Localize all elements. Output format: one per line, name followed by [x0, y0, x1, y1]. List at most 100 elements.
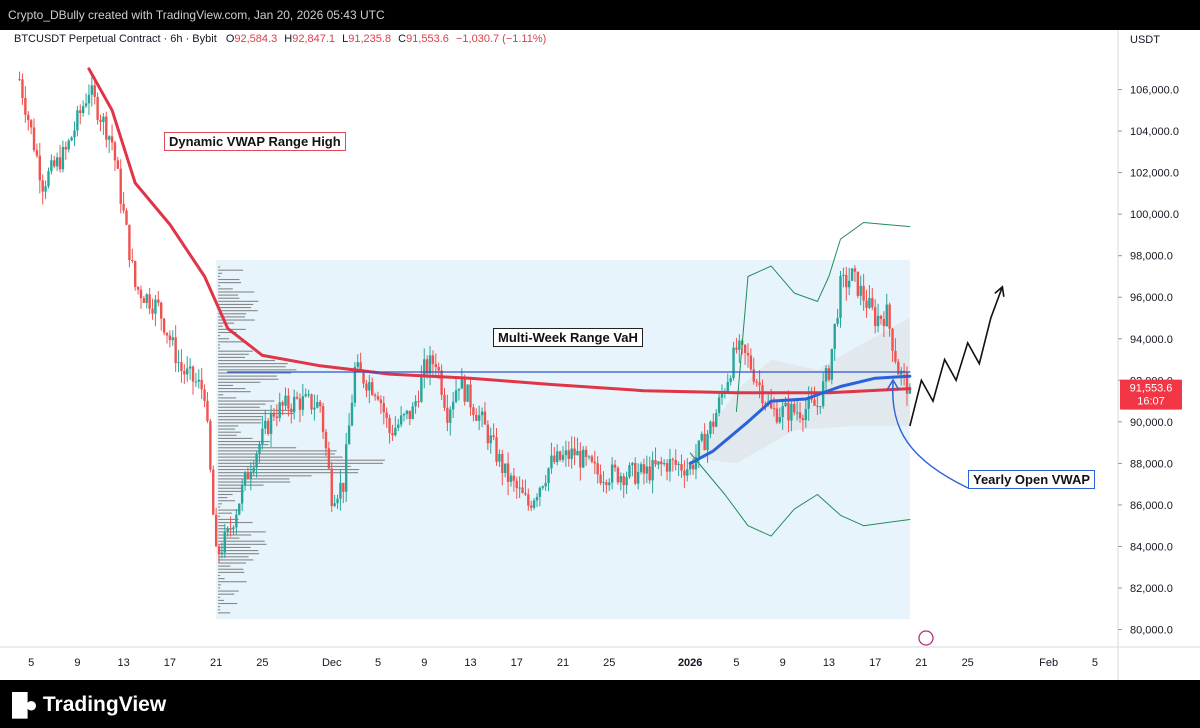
candle-body [223, 531, 226, 553]
candle [35, 143, 39, 159]
volume-profile-bar [218, 537, 240, 539]
candle [804, 397, 808, 428]
candle [160, 301, 163, 331]
candle [472, 403, 475, 422]
candle-body [76, 110, 79, 131]
candle [194, 372, 198, 387]
candle [55, 152, 59, 172]
candle [183, 364, 186, 384]
candle [356, 354, 359, 369]
candle [310, 393, 313, 415]
volume-profile-bar [218, 384, 234, 386]
volume-profile-bar [218, 316, 246, 318]
candle-body [824, 368, 828, 382]
candle [475, 408, 478, 422]
candle-body [720, 393, 724, 398]
volume-profile-bar [218, 366, 286, 368]
candle-body [605, 482, 608, 486]
candle [405, 409, 409, 420]
volume-profile-bar [218, 450, 337, 452]
candle [168, 330, 172, 348]
volume-profile-bar [218, 447, 297, 449]
candle-body [148, 294, 151, 309]
candle-body [717, 397, 721, 414]
candle-body [275, 416, 279, 418]
candle-body [284, 395, 287, 406]
candle [483, 402, 487, 425]
candle-body [480, 411, 484, 416]
candle-body [865, 300, 868, 308]
candle [717, 390, 721, 417]
legend-high-label: H [284, 33, 293, 45]
legend-open: 92,584.3 [234, 33, 278, 45]
candle [139, 285, 143, 309]
annotation-dynamic-vwap: Dynamic VWAP Range High [164, 132, 346, 151]
chart-caption: Crypto_DBully created with TradingView.c… [8, 8, 385, 22]
candle [561, 446, 565, 463]
candle-body [599, 474, 602, 484]
volume-profile-bar [218, 303, 254, 305]
candle [131, 248, 134, 264]
candle-body [472, 407, 475, 415]
candle-body [217, 546, 221, 555]
tradingview-logo[interactable]: █● TradingView [12, 692, 166, 718]
candle-body [801, 418, 805, 421]
candle [720, 384, 724, 405]
candle-body [772, 408, 776, 410]
candle [171, 330, 174, 346]
candle [657, 461, 660, 470]
candle [891, 327, 894, 362]
candle-body [631, 462, 634, 466]
candle [58, 144, 62, 173]
volume-profile-bar [218, 584, 221, 586]
candle [816, 393, 819, 416]
price-chart[interactable]: USDT 80,000.0 82,000.0 84,000.0 86,000.0 88,0… [0, 30, 1200, 680]
candle-body [532, 500, 536, 508]
candle [570, 436, 573, 469]
candle-body [885, 304, 888, 327]
candle-body [579, 450, 582, 468]
candle-body [738, 340, 741, 350]
candle-body [255, 453, 258, 468]
candle-body [402, 414, 406, 416]
candle [287, 388, 290, 417]
candle [116, 156, 120, 170]
candle [174, 325, 177, 372]
candle [402, 412, 406, 422]
candle-body [856, 271, 860, 296]
candle-body [425, 359, 429, 374]
candle-body [206, 400, 209, 422]
candle-body [460, 377, 464, 389]
candle-body [295, 396, 299, 399]
candle-body [515, 480, 518, 488]
candle [457, 388, 461, 401]
candle [154, 295, 157, 327]
candle-body [871, 298, 874, 308]
candle [469, 376, 472, 416]
candle [801, 414, 805, 432]
candle-body [388, 417, 391, 434]
candle [206, 392, 209, 424]
candle-body [440, 370, 443, 395]
candle-body [715, 413, 718, 427]
candle-body [249, 471, 253, 479]
chart-caption-bar: Crypto_DBully created with TradingView.c… [0, 0, 1200, 30]
candle-body [853, 268, 857, 272]
candle-body [558, 451, 562, 460]
candle [324, 429, 328, 457]
chart-panel[interactable]: USDT 80,000.0 82,000.0 84,000.0 86,000.0 88,0… [0, 30, 1200, 680]
candle-body [333, 503, 336, 506]
candle-body [142, 298, 146, 303]
candle-body [477, 415, 481, 421]
candle [105, 111, 108, 148]
time-axis-label: 21 [915, 657, 927, 669]
candle-body [96, 96, 99, 120]
candle [443, 387, 446, 412]
volume-profile-bar [218, 397, 237, 399]
candle-body [58, 157, 62, 170]
candle [790, 398, 793, 432]
candle [70, 136, 73, 142]
candle [243, 470, 247, 491]
candle-body [550, 455, 553, 469]
candle-body [258, 444, 261, 454]
